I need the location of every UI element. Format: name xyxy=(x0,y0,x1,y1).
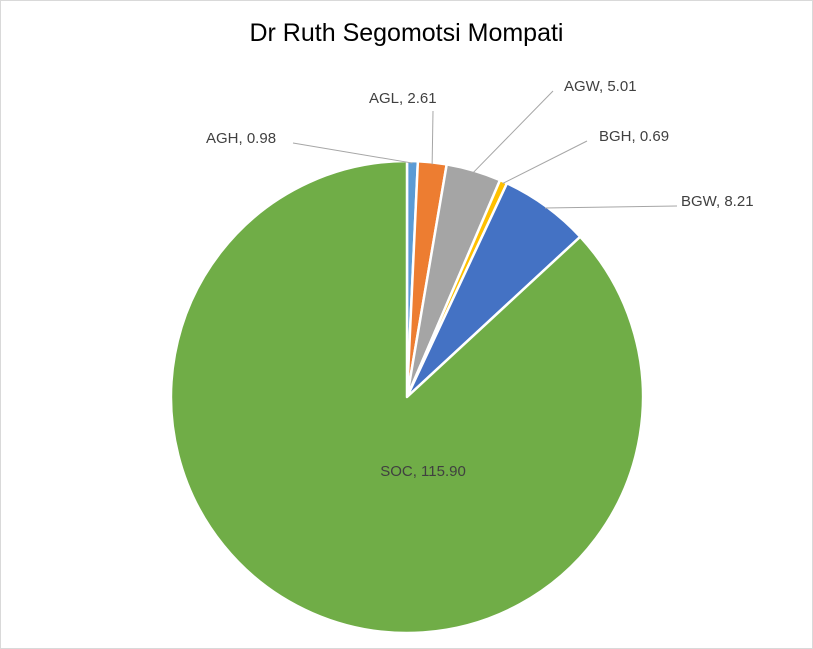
leader-line-agl xyxy=(431,110,434,165)
leader-line-agw xyxy=(472,90,554,173)
data-label-agw: AGW, 5.01 xyxy=(564,78,637,95)
data-label-agl: AGL, 2.61 xyxy=(369,90,437,107)
data-label-soc: SOC, 115.90 xyxy=(380,463,466,480)
data-label-agh: AGH, 0.98 xyxy=(206,130,276,147)
chart-title: Dr Ruth Segomotsi Mompati xyxy=(249,19,564,47)
leader-line-bgw xyxy=(545,205,678,209)
data-label-bgw: BGW, 8.21 xyxy=(681,193,754,210)
data-label-bgh: BGH, 0.69 xyxy=(599,128,669,145)
leader-line-bgh xyxy=(502,140,588,184)
pie-slice-soc xyxy=(169,159,645,635)
leader-line-agh xyxy=(292,142,413,164)
